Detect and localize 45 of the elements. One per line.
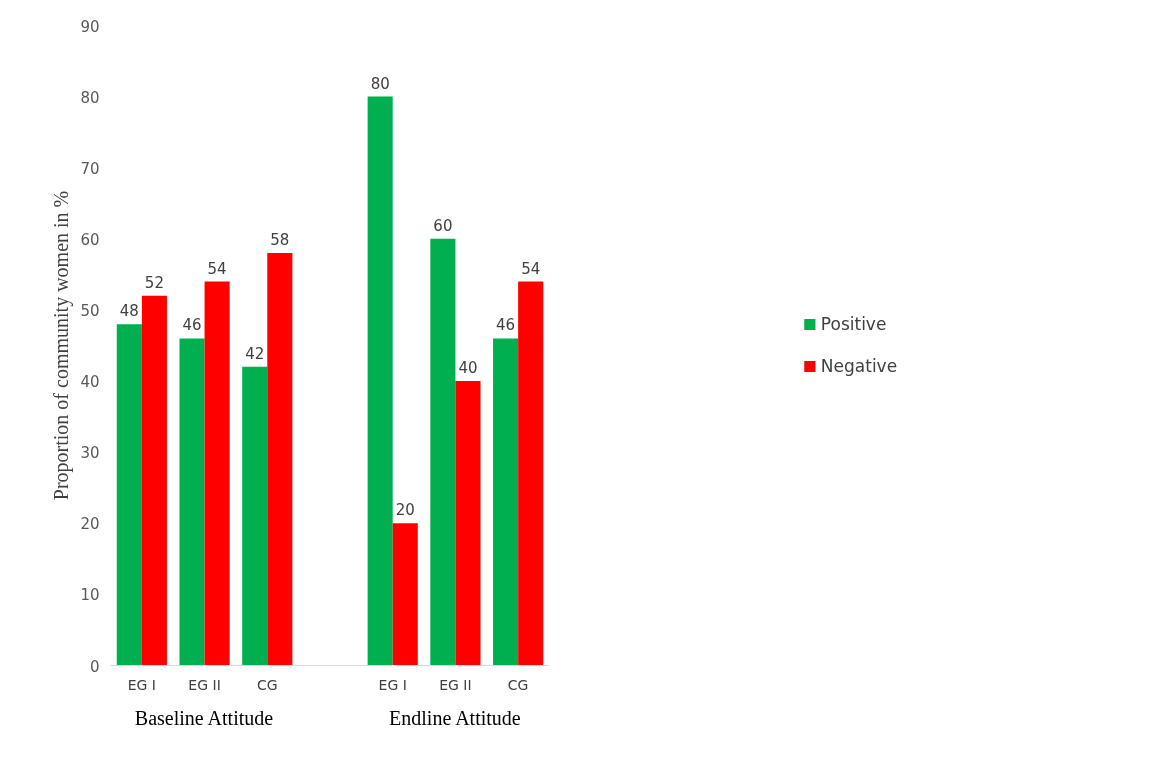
bar [518, 281, 544, 666]
bar [493, 338, 519, 666]
data-label: 40 [458, 359, 478, 378]
x-tick-label: EG I [378, 676, 407, 693]
data-label: 20 [395, 501, 415, 520]
y-tick-label: 30 [80, 444, 100, 463]
y-tick-label: 10 [80, 586, 100, 605]
bar [455, 381, 481, 666]
y-tick-label: 0 [89, 657, 100, 676]
x-tick-label: CG [256, 676, 278, 693]
x-tick-label: EG II [188, 676, 221, 693]
data-label: 54 [207, 259, 227, 278]
x-tick-label: EG I [127, 676, 156, 693]
bar [141, 295, 167, 666]
y-tick-label: 90 [80, 17, 100, 36]
y-tick-label: 40 [80, 373, 100, 392]
bar [267, 253, 293, 666]
y-tick-label: 60 [80, 230, 100, 249]
x-tick-label: CG [507, 676, 529, 693]
data-label: 54 [521, 259, 541, 278]
y-tick-label: 20 [80, 515, 100, 534]
y-tick-label: 80 [80, 88, 100, 107]
text: Baseline Attitude [134, 706, 274, 729]
bar [367, 96, 393, 666]
x-tick-label: EG II [439, 676, 472, 693]
y-tick-label: 70 [80, 159, 100, 178]
data-label: 52 [144, 273, 164, 292]
bar [204, 281, 230, 666]
bar [116, 324, 142, 666]
bar [430, 238, 456, 666]
y-tick-label: 50 [80, 301, 100, 320]
data-label: 46 [182, 316, 202, 335]
bar [179, 338, 205, 666]
data-label: 80 [370, 74, 390, 93]
y-axis-title: Proportion of community women in % [50, 190, 74, 501]
text: Endline Attitude [389, 706, 521, 729]
data-label: 58 [270, 231, 290, 250]
data-label: 46 [496, 316, 516, 335]
bar [242, 366, 268, 666]
legend-label: Negative [820, 356, 898, 376]
legend-label: Positive [820, 314, 887, 334]
data-label: 42 [245, 344, 265, 363]
bar [392, 523, 418, 666]
data-label: 60 [433, 216, 453, 235]
data-label: 48 [119, 302, 139, 321]
